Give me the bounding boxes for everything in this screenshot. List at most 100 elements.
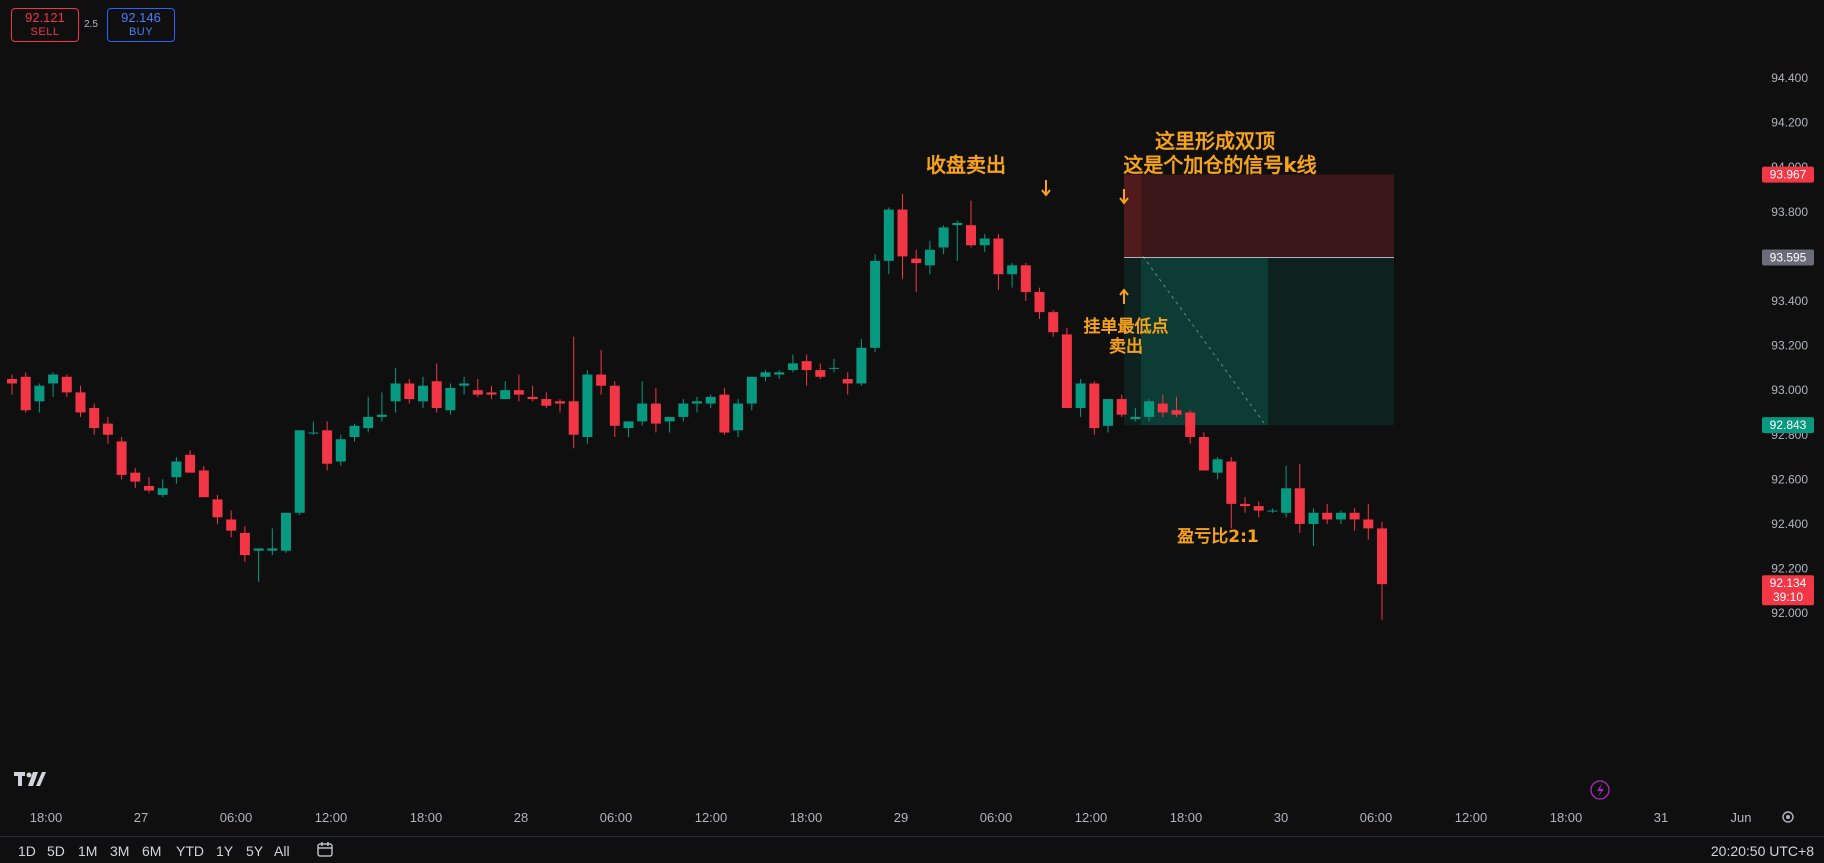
- candle: [952, 220, 963, 261]
- candle: [116, 436, 127, 480]
- range-button-6m[interactable]: 6M: [142, 843, 162, 859]
- candle: [938, 225, 949, 255]
- annotation-pending-order-line2: 卖出: [1109, 336, 1143, 357]
- annotation-risk-reward: 盈亏比2:1: [1176, 526, 1258, 547]
- lightning-icon[interactable]: [1590, 780, 1610, 800]
- annotation-pending-order-line1: 挂单最低点: [1084, 316, 1169, 337]
- candle: [1335, 510, 1346, 524]
- x-tick-label: 18:00: [790, 810, 823, 825]
- candle: [883, 207, 894, 275]
- candle-body: [801, 361, 812, 371]
- y-tick-label: 92.000: [1771, 606, 1808, 620]
- range-button-1d[interactable]: 1D: [18, 843, 36, 859]
- candle-body: [116, 441, 127, 475]
- x-tick-label: Jun: [1731, 810, 1752, 825]
- candle-body: [335, 439, 346, 462]
- range-button-all[interactable]: All: [274, 843, 290, 859]
- candle-body: [1349, 512, 1360, 520]
- candle: [623, 421, 634, 437]
- y-tick-label: 94.200: [1771, 116, 1808, 130]
- candle-body: [349, 425, 360, 437]
- candle-body: [952, 222, 963, 226]
- candle: [692, 396, 702, 413]
- candle-body: [34, 385, 45, 402]
- candle-body: [966, 225, 976, 246]
- candle: [609, 381, 620, 437]
- candle: [48, 372, 59, 397]
- y-tick-label: 93.200: [1771, 339, 1808, 353]
- candle-body: [513, 390, 524, 395]
- x-tick-label: 28: [514, 810, 528, 825]
- short-position-tool[interactable]: [1124, 174, 1394, 427]
- candle-body: [89, 408, 100, 429]
- sell-button[interactable]: 92.121 SELL: [11, 8, 79, 42]
- candle-body: [157, 488, 168, 495]
- filled-target-zone: [1141, 257, 1268, 426]
- candle-body: [760, 372, 771, 377]
- sell-price: 92.121: [25, 10, 65, 25]
- candle: [746, 376, 757, 411]
- candle-body: [308, 432, 319, 434]
- candle-body: [979, 238, 990, 246]
- x-tick-label: 18:00: [410, 810, 443, 825]
- candle-body: [1020, 265, 1031, 293]
- candle: [308, 421, 319, 435]
- target-zone[interactable]: [1124, 257, 1394, 426]
- x-tick-label: 06:00: [600, 810, 633, 825]
- stop-zone[interactable]: [1124, 174, 1394, 258]
- candle: [856, 338, 867, 386]
- axis-settings-icon[interactable]: [1782, 811, 1794, 823]
- range-button-1m[interactable]: 1M: [78, 843, 98, 859]
- candle-body: [486, 392, 497, 395]
- candle-body: [1226, 461, 1237, 504]
- clock[interactable]: 20:20:50 UTC+8: [1710, 843, 1814, 859]
- candle: [870, 254, 881, 353]
- candle: [1007, 263, 1018, 288]
- candle: [1089, 381, 1100, 435]
- y-tick-label: 94.400: [1771, 71, 1808, 85]
- candle: [1308, 508, 1319, 547]
- range-button-5y[interactable]: 5Y: [246, 843, 264, 859]
- candle: [198, 465, 209, 498]
- target-price-label-bg: [1762, 417, 1814, 434]
- candle: [1144, 399, 1155, 422]
- candle: [102, 416, 113, 444]
- candle-body: [1185, 412, 1196, 437]
- range-button-1y[interactable]: 1Y: [216, 843, 234, 859]
- y-tick-label: 93.400: [1771, 294, 1808, 308]
- candle-body: [1377, 528, 1387, 585]
- candle: [1294, 463, 1305, 533]
- candle-body: [609, 385, 620, 426]
- candle: [787, 354, 798, 373]
- candle: [664, 416, 675, 433]
- date-range-icon[interactable]: [316, 841, 334, 859]
- candle: [34, 383, 45, 413]
- candle-body: [897, 209, 908, 257]
- candle-body: [1034, 292, 1045, 313]
- candle: [1157, 394, 1168, 417]
- y-tick-label: 92.200: [1771, 562, 1808, 576]
- stop-zone-shade: [1124, 174, 1141, 258]
- candle: [541, 392, 552, 408]
- candle-body: [253, 548, 264, 551]
- range-button-5d[interactable]: 5D: [47, 843, 65, 859]
- candle-body: [650, 403, 661, 424]
- candle-body: [431, 381, 442, 408]
- arrow-down-icon: [1041, 180, 1051, 197]
- candle: [678, 399, 689, 422]
- y-tick-label: 92.600: [1771, 472, 1808, 486]
- candle-body: [1294, 488, 1305, 524]
- range-button-3m[interactable]: 3M: [110, 843, 130, 859]
- buy-button[interactable]: 92.146 BUY: [107, 8, 175, 42]
- candle-body: [1308, 512, 1319, 524]
- candle-body: [1130, 416, 1141, 420]
- buy-label: BUY: [128, 26, 154, 38]
- tradingview-logo-icon[interactable]: [14, 770, 46, 788]
- candle: [1349, 508, 1360, 531]
- candle: [582, 370, 593, 444]
- candle-body: [472, 390, 483, 395]
- candle: [486, 385, 497, 400]
- range-button-ytd[interactable]: YTD: [176, 843, 204, 859]
- candle: [1116, 394, 1127, 417]
